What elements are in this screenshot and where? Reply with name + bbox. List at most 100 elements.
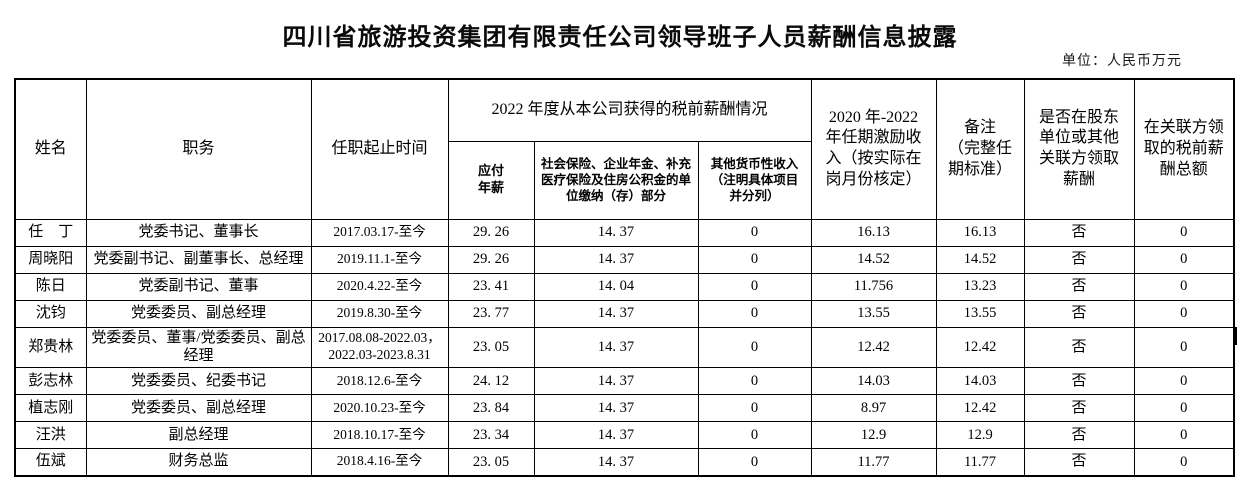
cell-position: 副总经理 xyxy=(85,421,312,449)
cell-related-party-flag: 否 xyxy=(1023,218,1135,247)
cell-related-party-flag: 否 xyxy=(1023,326,1135,368)
cell-incentive: 16.13 xyxy=(810,218,937,247)
cell-name: 郑贵林 xyxy=(14,326,87,368)
cell-other-income: 0 xyxy=(697,448,812,476)
cell-term: 2019.8.30-至今 xyxy=(310,299,449,328)
page-title: 四川省旅游投资集团有限责任公司领导班子人员薪酬信息披露 xyxy=(282,24,958,51)
cell-incentive: 11.77 xyxy=(810,448,937,476)
cell-name: 植志刚 xyxy=(14,394,87,422)
cell-payable-salary: 24. 12 xyxy=(447,367,535,395)
cell-payable-salary: 29. 26 xyxy=(447,245,535,274)
cell-position: 党委副书记、副董事长、总经理 xyxy=(85,245,312,274)
cell-related-party-flag: 否 xyxy=(1023,367,1135,395)
table-row: 周晓阳 党委副书记、副董事长、总经理 2019.11.1-至今 29. 26 1… xyxy=(14,245,1235,274)
cell-related-party-total: 0 xyxy=(1133,394,1235,422)
cell-term: 2017.03.17-至今 xyxy=(310,218,449,247)
cell-name: 周晓阳 xyxy=(14,245,87,274)
table-row: 彭志林 党委委员、纪委书记 2018.12.6-至今 24. 12 14. 37… xyxy=(14,367,1235,395)
table-row: 植志刚 党委委员、副总经理 2020.10.23-至今 23. 84 14. 3… xyxy=(14,394,1235,422)
cell-position: 党委副书记、董事 xyxy=(85,272,312,301)
cell-term: 2020.4.22-至今 xyxy=(310,272,449,301)
cell-position: 党委书记、董事长 xyxy=(85,218,312,247)
header-insurance: 社会保险、企业年金、补充医疗保险及住房公积金的单位缴纳（存）部分 xyxy=(533,140,699,220)
cell-payable-salary: 29. 26 xyxy=(447,218,535,247)
salary-table: 姓名 职务 任职起止时间 2022 年度从本公司获得的税前薪酬情况 2020 年… xyxy=(14,78,1235,477)
cell-term: 2019.11.1-至今 xyxy=(310,245,449,274)
cell-payable-salary: 23. 84 xyxy=(447,394,535,422)
cell-position: 党委委员、董事/党委委员、副总经理 xyxy=(85,326,312,368)
cell-position: 党委委员、副总经理 xyxy=(85,394,312,422)
cell-related-party-total: 0 xyxy=(1133,448,1235,476)
cell-remark: 12.42 xyxy=(935,394,1025,422)
cell-related-party-total: 0 xyxy=(1133,421,1235,449)
header-other-income: 其他货币性收入（注明具体项目并分列） xyxy=(697,140,812,220)
cell-incentive: 12.42 xyxy=(810,326,937,368)
cell-related-party-flag: 否 xyxy=(1023,299,1135,328)
cell-name: 任 丁 xyxy=(14,218,87,247)
cell-payable-salary: 23. 41 xyxy=(447,272,535,301)
table-body: 任 丁 党委书记、董事长 2017.03.17-至今 29. 26 14. 37… xyxy=(14,218,1235,476)
cell-related-party-flag: 否 xyxy=(1023,272,1135,301)
cell-other-income: 0 xyxy=(697,326,812,368)
header-position: 职务 xyxy=(85,78,312,220)
header-remark: 备注 （完整任期标准） xyxy=(935,78,1025,220)
cell-other-income: 0 xyxy=(697,421,812,449)
cell-payable-salary: 23. 77 xyxy=(447,299,535,328)
cell-name: 彭志林 xyxy=(14,367,87,395)
cell-related-party-total: 0 xyxy=(1133,272,1235,301)
cell-other-income: 0 xyxy=(697,272,812,301)
cell-term: 2018.12.6-至今 xyxy=(310,367,449,395)
cell-term: 2018.4.16-至今 xyxy=(310,448,449,476)
cell-name: 伍斌 xyxy=(14,448,87,476)
cell-remark: 12.9 xyxy=(935,421,1025,449)
table-row: 伍斌 财务总监 2018.4.16-至今 23. 05 14. 37 0 11.… xyxy=(14,448,1235,476)
cell-incentive: 13.55 xyxy=(810,299,937,328)
cell-insurance: 14. 37 xyxy=(533,299,699,328)
cell-remark: 11.77 xyxy=(935,448,1025,476)
table-header: 姓名 职务 任职起止时间 2022 年度从本公司获得的税前薪酬情况 2020 年… xyxy=(14,78,1235,220)
cell-related-party-total: 0 xyxy=(1133,299,1235,328)
table-row: 郑贵林 党委委员、董事/党委委员、副总经理 2017.08.08-2022.03… xyxy=(14,326,1235,368)
cell-related-party-total: 0 xyxy=(1133,245,1235,274)
header-name: 姓名 xyxy=(14,78,87,220)
header-incentive: 2020 年-2022 年任期激励收入（按实际在岗月份核定） xyxy=(810,78,937,220)
header-related-party-flag: 是否在股东单位或其他关联方领取薪酬 xyxy=(1023,78,1135,220)
table-row: 任 丁 党委书记、董事长 2017.03.17-至今 29. 26 14. 37… xyxy=(14,218,1235,247)
header-related-party-total: 在关联方领取的税前薪酬总额 xyxy=(1133,78,1235,220)
header-payable-salary: 应付年薪 xyxy=(447,140,535,220)
table-row: 沈钧 党委委员、副总经理 2019.8.30-至今 23. 77 14. 37 … xyxy=(14,299,1235,328)
header-term: 任职起止时间 xyxy=(310,78,449,220)
cell-related-party-total: 0 xyxy=(1133,218,1235,247)
cell-other-income: 0 xyxy=(697,394,812,422)
cell-term: 2020.10.23-至今 xyxy=(310,394,449,422)
cell-position: 党委委员、纪委书记 xyxy=(85,367,312,395)
cell-payable-salary: 23. 05 xyxy=(447,448,535,476)
cell-insurance: 14. 37 xyxy=(533,326,699,368)
cell-insurance: 14. 37 xyxy=(533,448,699,476)
unit-label: 单位：人民币万元 xyxy=(1062,52,1182,68)
cell-related-party-total: 0 xyxy=(1133,326,1235,368)
cell-position: 党委委员、副总经理 xyxy=(85,299,312,328)
cell-remark: 14.03 xyxy=(935,367,1025,395)
cell-incentive: 14.03 xyxy=(810,367,937,395)
cell-name: 沈钧 xyxy=(14,299,87,328)
cell-related-party-flag: 否 xyxy=(1023,421,1135,449)
cell-other-income: 0 xyxy=(697,218,812,247)
cell-payable-salary: 23. 34 xyxy=(447,421,535,449)
cell-incentive: 14.52 xyxy=(810,245,937,274)
cell-insurance: 14. 37 xyxy=(533,367,699,395)
cell-related-party-flag: 否 xyxy=(1023,394,1135,422)
cell-related-party-flag: 否 xyxy=(1023,245,1135,274)
cell-name: 陈日 xyxy=(14,272,87,301)
table-row: 汪洪 副总经理 2018.10.17-至今 23. 34 14. 37 0 12… xyxy=(14,421,1235,449)
cell-other-income: 0 xyxy=(697,367,812,395)
cell-insurance: 14. 37 xyxy=(533,245,699,274)
cell-remark: 12.42 xyxy=(935,326,1025,368)
cell-other-income: 0 xyxy=(697,299,812,328)
cell-insurance: 14. 37 xyxy=(533,394,699,422)
cell-position: 财务总监 xyxy=(85,448,312,476)
cell-term: 2018.10.17-至今 xyxy=(310,421,449,449)
cell-remark: 13.23 xyxy=(935,272,1025,301)
cell-incentive: 11.756 xyxy=(810,272,937,301)
